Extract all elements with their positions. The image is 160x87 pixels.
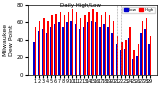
Bar (50, 27, 51, 75)
Bar (51, 15, 53, 75)
Bar (144, 29, 146, 75)
Bar (33, 42, 35, 75)
Bar (105, 12, 106, 75)
Bar (117, 35, 118, 75)
Bar (84, 15, 86, 75)
Bar (72, 9, 73, 75)
Bar (95, 22, 96, 75)
Bar (150, 35, 151, 75)
Bar (87, 22, 88, 75)
Bar (107, 27, 109, 75)
Bar (136, 56, 138, 75)
Bar (129, 27, 131, 75)
Legend: Low, High: Low, High (122, 7, 155, 13)
Bar (133, 50, 135, 75)
Bar (75, 24, 76, 75)
Bar (60, 12, 61, 75)
Bar (109, 15, 110, 75)
Bar (54, 24, 55, 75)
Bar (112, 33, 113, 75)
Bar (55, 14, 57, 75)
Bar (68, 12, 69, 75)
Bar (128, 38, 129, 75)
Bar (92, 9, 94, 75)
Bar (113, 21, 114, 75)
Bar (116, 44, 117, 75)
Bar (99, 27, 101, 75)
Bar (46, 33, 47, 75)
Bar (88, 12, 90, 75)
Bar (83, 27, 84, 75)
Text: Daily High/Low: Daily High/Low (60, 3, 100, 8)
Bar (64, 15, 65, 75)
Bar (125, 40, 127, 75)
Bar (79, 29, 80, 75)
Bar (39, 21, 40, 75)
Bar (120, 50, 121, 75)
Bar (43, 18, 44, 75)
Bar (103, 24, 105, 75)
Bar (132, 59, 133, 75)
Bar (121, 42, 123, 75)
Bar (140, 33, 142, 75)
Bar (47, 21, 49, 75)
Bar (146, 18, 147, 75)
Bar (38, 31, 39, 75)
Bar (80, 18, 81, 75)
Bar (66, 22, 68, 75)
Bar (42, 29, 43, 75)
Bar (142, 21, 143, 75)
Bar (76, 12, 77, 75)
Bar (124, 49, 125, 75)
Bar (62, 27, 64, 75)
Y-axis label: Milwaukee
Dew Point: Milwaukee Dew Point (3, 23, 14, 56)
Bar (91, 21, 92, 75)
Bar (58, 22, 60, 75)
Bar (148, 44, 150, 75)
Bar (96, 12, 98, 75)
Bar (35, 27, 36, 75)
Bar (101, 15, 102, 75)
Bar (138, 44, 139, 75)
Bar (70, 21, 72, 75)
